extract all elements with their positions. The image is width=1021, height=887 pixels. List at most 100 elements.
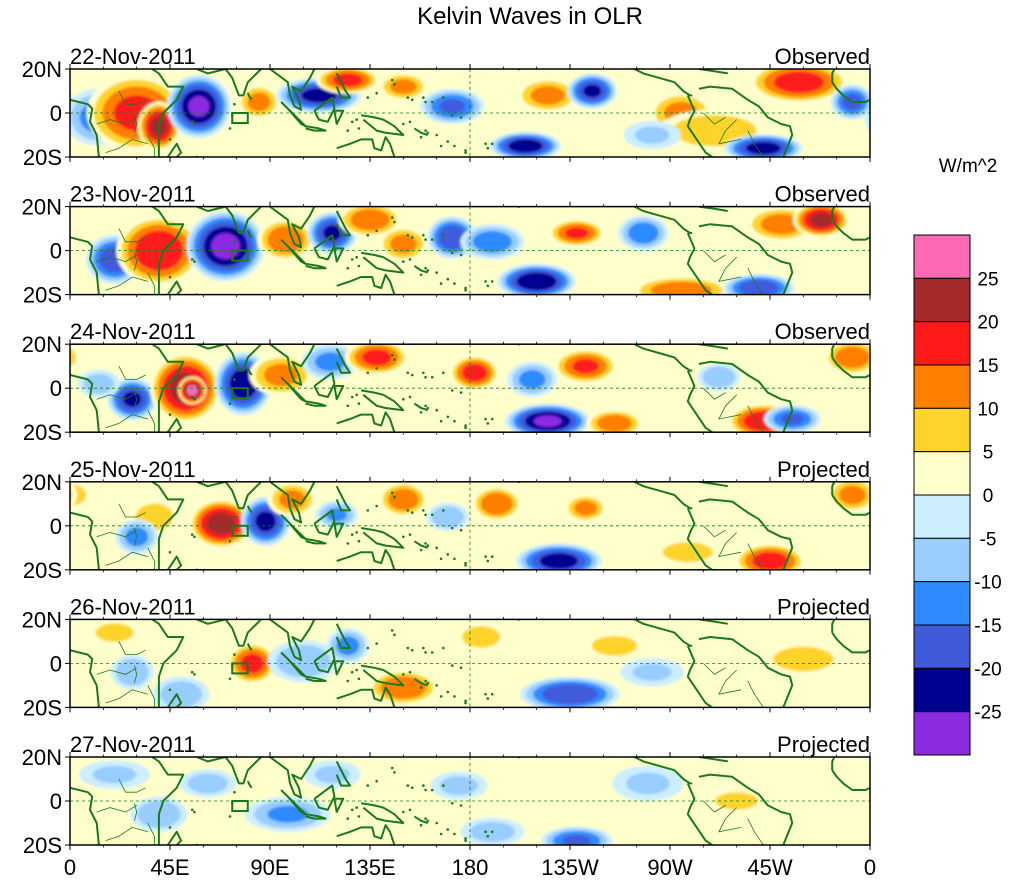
coastlines (70, 481, 870, 570)
anomaly-1 (77, 369, 121, 398)
contour-band (123, 391, 142, 407)
index-box (231, 524, 249, 537)
colorbar-label: -20 (974, 659, 1001, 680)
panel-date: 23-Nov-2011 (70, 182, 196, 207)
colorbar-swatch (913, 234, 971, 279)
anomaly-0 (107, 378, 158, 421)
colorbar-units: W/m^2 (939, 156, 998, 177)
panel-24-Nov-2011: 20N 0 20S 24-Nov-2011 Observed (22, 319, 871, 445)
x-tick-label: 90E (250, 855, 289, 880)
contour-band (518, 369, 546, 389)
y-tick-label: 20S (23, 420, 62, 445)
contour-band (745, 141, 781, 155)
panel-25-Nov-2011: 20N 0 20S 25-Nov-2011 Projected (22, 457, 871, 583)
anomaly-2 (186, 211, 265, 282)
contour-band (774, 71, 824, 93)
colorbar-swatch (913, 537, 971, 583)
contour-band (95, 623, 134, 642)
colorbar-swatch (913, 364, 971, 409)
y-tick-label: 20N (22, 470, 62, 495)
panel-date: 27-Nov-2011 (70, 732, 196, 757)
anomaly-3 (257, 218, 314, 261)
panel-status: Projected (777, 457, 870, 482)
y-tick-label: 20S (23, 283, 62, 308)
colorbar-label: -25 (974, 703, 1001, 724)
colorbar-swatch (913, 711, 971, 756)
contour-band (83, 373, 114, 394)
contour-band (752, 552, 788, 570)
colorbar-swatch (913, 581, 971, 626)
anomaly-0 (86, 619, 143, 647)
contour-band (462, 626, 501, 648)
index-box (231, 800, 249, 812)
anomaly-field (70, 481, 870, 570)
contour-band (834, 346, 870, 369)
contour-band (530, 85, 565, 105)
anomaly-11 (567, 73, 618, 109)
anomaly-3 (245, 796, 331, 832)
panel-date: 25-Nov-2011 (70, 457, 196, 482)
contour-band (206, 512, 236, 535)
panel-23-Nov-2011: 20N 0 20S 23-Nov-2011 Observed (22, 182, 871, 308)
x-tick-label: 135W (541, 855, 599, 880)
x-axis: 0 45E 90E 135E 180 135W 90W 45W 0 (64, 855, 876, 880)
anomaly-2 (152, 676, 210, 708)
contour-band (115, 658, 149, 686)
contour-band (541, 684, 599, 705)
contour-band (350, 209, 390, 231)
contour-band (650, 281, 712, 295)
contour-band (539, 553, 578, 569)
contour-band (439, 776, 478, 795)
colorbar-swatch (913, 321, 971, 366)
anomaly-13 (723, 273, 795, 295)
colorbar-swatch (913, 451, 971, 496)
colorbar-swatch (913, 667, 971, 713)
colorbar-label: 5 (983, 443, 994, 464)
anomaly-0 (78, 760, 150, 789)
colorbar-label: 10 (977, 399, 998, 420)
y-tick-label: 20N (22, 607, 62, 632)
anomaly-4 (267, 640, 339, 683)
y-tick-label: 20S (23, 558, 62, 583)
contour-band (462, 364, 487, 382)
contour-band (626, 772, 670, 795)
anomaly-7 (378, 481, 429, 517)
y-tick-label: 20N (22, 745, 62, 770)
colorbar-swatch (913, 407, 971, 453)
panel-status: Projected (777, 732, 870, 757)
contour-band (92, 765, 137, 784)
colorbar-swatch (913, 277, 971, 323)
coastlines (70, 757, 870, 845)
x-tick-label: 180 (452, 855, 489, 880)
contour-band (276, 645, 331, 678)
anomaly-9 (582, 631, 647, 660)
contour-band (516, 272, 557, 291)
contour-band (738, 280, 779, 295)
x-tick-label: 90W (647, 855, 692, 880)
anomaly-7 (456, 622, 506, 652)
contour-band (533, 415, 562, 427)
anomaly-3 (178, 376, 207, 405)
contour-band (333, 73, 363, 87)
contour-band (662, 542, 713, 563)
panel-27-Nov-2011: 20N 0 20S 27-Nov-2011 Projected (22, 732, 871, 858)
x-tick-label: 45W (747, 855, 792, 880)
anomaly-8 (612, 765, 684, 801)
anomaly-6 (315, 500, 358, 529)
anomaly-13 (652, 538, 724, 567)
anomaly-10 (505, 403, 591, 433)
contour-band (838, 485, 866, 505)
colorbar-label: 25 (977, 269, 998, 290)
panel-status: Observed (775, 44, 870, 69)
y-tick-label: 20N (22, 57, 62, 82)
contour-band (187, 773, 228, 794)
index-box (231, 387, 249, 400)
contour-band (702, 366, 736, 388)
coastlines (70, 69, 870, 157)
y-tick-label: 0 (50, 514, 62, 539)
contour-band (565, 227, 589, 239)
contour-band (388, 488, 419, 511)
anomaly-12 (586, 409, 643, 433)
contour-band (301, 88, 337, 103)
